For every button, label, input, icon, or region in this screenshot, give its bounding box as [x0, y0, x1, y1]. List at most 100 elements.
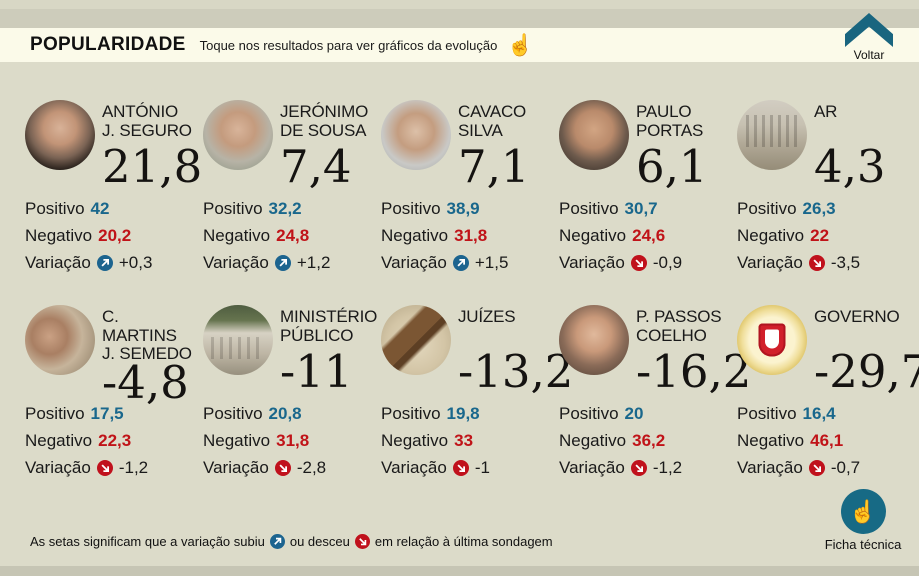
- cards-grid: ANTÓNIO J. SEGURO 21,8 Positivo 42 Negat…: [25, 100, 919, 486]
- positive-value: 20,8: [268, 404, 302, 423]
- positive-label: Positivo: [25, 199, 85, 218]
- header: POPULARIDADE Toque nos resultados para v…: [0, 28, 919, 62]
- variation-value: -2,8: [296, 458, 327, 477]
- arrow-up-circle-icon: [96, 255, 113, 271]
- photo-ministerio-publico: [203, 305, 273, 375]
- negative-label: Negativo: [381, 226, 449, 245]
- arrow-up-circle-icon: [269, 534, 285, 549]
- card-top: ANTÓNIO J. SEGURO 21,8: [25, 100, 203, 193]
- entity-name: AR: [814, 102, 838, 121]
- card-passos-coelho[interactable]: P. PASSOS COELHO -16,2 Positivo 20 Negat…: [559, 305, 752, 486]
- card-top: AR 4,3: [737, 100, 907, 193]
- positive-label: Positivo: [737, 404, 797, 423]
- negative-label: Negativo: [737, 226, 805, 245]
- negative-row: Negativo 36,2: [559, 432, 729, 450]
- card-right: JUÍZES -13,2: [458, 305, 573, 394]
- variation-label: Variação: [25, 458, 91, 477]
- legend-text-3: em relação à última sondagem: [374, 534, 553, 549]
- positive-label: Positivo: [559, 199, 619, 218]
- card-right: ANTÓNIO J. SEGURO 21,8: [102, 100, 203, 193]
- card-stats: Positivo 20,8 Negativo 31,8 Variação -2,…: [203, 405, 373, 477]
- positive-value: 42: [90, 199, 110, 218]
- legend-text-1: As setas significam que a variação subiu: [30, 534, 265, 549]
- variation-row: Variação -2,8: [203, 459, 373, 477]
- variation-row: Variação -1,2: [25, 459, 195, 477]
- positive-row: Positivo 16,4: [737, 405, 907, 423]
- positive-label: Positivo: [203, 199, 263, 218]
- negative-label: Negativo: [559, 226, 627, 245]
- card-paulo-portas[interactable]: PAULO PORTAS 6,1 Positivo 30,7 Negativo …: [559, 100, 729, 281]
- variation-label: Variação: [737, 253, 803, 272]
- card-stats: Positivo 20 Negativo 36,2 Variação -1,2: [559, 405, 729, 477]
- entity-name: P. PASSOS COELHO: [636, 307, 722, 345]
- positive-value: 26,3: [802, 199, 836, 218]
- variation-value: +0,3: [118, 253, 153, 272]
- entity-name: MINISTÉRIO PÚBLICO: [280, 307, 378, 345]
- card-right: GOVERNO -29,7: [814, 305, 919, 394]
- card-top: MINISTÉRIO PÚBLICO -11: [203, 305, 378, 394]
- card-stats: Positivo 26,3 Negativo 22 Variação -3,5: [737, 200, 907, 272]
- negative-row: Negativo 46,1: [737, 432, 907, 450]
- variation-label: Variação: [25, 253, 91, 272]
- back-button[interactable]: Voltar: [843, 13, 895, 62]
- negative-value: 31,8: [276, 431, 310, 450]
- score-value: -16,2: [636, 344, 752, 398]
- top-edge-strip: [0, 0, 919, 9]
- card-ministerio-publico[interactable]: MINISTÉRIO PÚBLICO -11 Positivo 20,8 Neg…: [203, 305, 378, 486]
- card-juizes[interactable]: JUÍZES -13,2 Positivo 19,8 Negativo 33 V…: [381, 305, 573, 486]
- score-value: 21,8: [102, 139, 203, 193]
- negative-value: 24,6: [632, 226, 666, 245]
- variation-row: Variação -0,9: [559, 254, 729, 272]
- entity-name: GOVERNO: [814, 307, 900, 326]
- variation-row: Variação -1: [381, 459, 551, 477]
- score-value: -4,8: [102, 356, 189, 410]
- variation-label: Variação: [559, 253, 625, 272]
- negative-value: 33: [454, 431, 474, 450]
- card-top: C. MARTINS J. SEMEDO -4,8: [25, 305, 195, 405]
- legend: As setas significam que a variação subiu…: [30, 534, 553, 549]
- card-governo[interactable]: GOVERNO -29,7 Positivo 16,4 Negativo 46,…: [737, 305, 919, 486]
- card-top: PAULO PORTAS 6,1: [559, 100, 729, 189]
- card-antonio-seguro[interactable]: ANTÓNIO J. SEGURO 21,8 Positivo 42 Negat…: [25, 100, 203, 281]
- entity-name: ANTÓNIO J. SEGURO: [102, 102, 192, 140]
- card-ar[interactable]: AR 4,3 Positivo 26,3 Negativo 22 Variaçã…: [737, 100, 907, 281]
- card-stats: Positivo 16,4 Negativo 46,1 Variação -0,…: [737, 405, 907, 477]
- hand-pointer-icon: ☝: [840, 489, 886, 534]
- card-stats: Positivo 32,2 Negativo 24,8 Variação +1,…: [203, 200, 373, 272]
- card-stats: Positivo 30,7 Negativo 24,6 Variação -0,…: [559, 200, 729, 272]
- card-stats: Positivo 38,9 Negativo 31,8 Variação +1,…: [381, 200, 551, 272]
- back-button-label: Voltar: [853, 48, 885, 62]
- arrow-down-circle-icon: [274, 460, 291, 476]
- positive-label: Positivo: [25, 404, 85, 423]
- negative-label: Negativo: [25, 226, 93, 245]
- card-right: PAULO PORTAS 6,1: [636, 100, 708, 189]
- negative-label: Negativo: [559, 431, 627, 450]
- variation-value: +1,2: [296, 253, 331, 272]
- card-jeronimo-sousa[interactable]: JERÓNIMO DE SOUSA 7,4 Positivo 32,2 Nega…: [203, 100, 373, 281]
- positive-value: 38,9: [446, 199, 480, 218]
- negative-row: Negativo 31,8: [203, 432, 373, 450]
- score-value: 4,3: [814, 139, 886, 193]
- page-title: POPULARIDADE: [30, 34, 186, 55]
- positive-label: Positivo: [381, 404, 441, 423]
- positive-label: Positivo: [203, 404, 263, 423]
- negative-row: Negativo 20,2: [25, 227, 195, 245]
- card-cavaco-silva[interactable]: CAVACO SILVA 7,1 Positivo 38,9 Negativo …: [381, 100, 551, 281]
- positive-value: 32,2: [268, 199, 302, 218]
- variation-row: Variação +0,3: [25, 254, 195, 272]
- positive-row: Positivo 17,5: [25, 405, 195, 423]
- arrow-down-circle-icon: [630, 255, 647, 271]
- negative-value: 31,8: [454, 226, 488, 245]
- negative-label: Negativo: [381, 431, 449, 450]
- card-stats: Positivo 19,8 Negativo 33 Variação -1: [381, 405, 551, 477]
- positive-row: Positivo 19,8: [381, 405, 551, 423]
- ficha-tecnica-button[interactable]: ☝ Ficha técnica: [810, 489, 916, 552]
- card-martins-semedo[interactable]: C. MARTINS J. SEMEDO -4,8 Positivo 17,5 …: [25, 305, 195, 486]
- card-top: JERÓNIMO DE SOUSA 7,4: [203, 100, 373, 189]
- negative-row: Negativo 31,8: [381, 227, 551, 245]
- negative-value: 22,3: [98, 431, 132, 450]
- photo-cavaco-silva: [381, 100, 451, 170]
- variation-row: Variação -0,7: [737, 459, 907, 477]
- variation-value: -0,7: [830, 458, 861, 477]
- negative-value: 36,2: [632, 431, 666, 450]
